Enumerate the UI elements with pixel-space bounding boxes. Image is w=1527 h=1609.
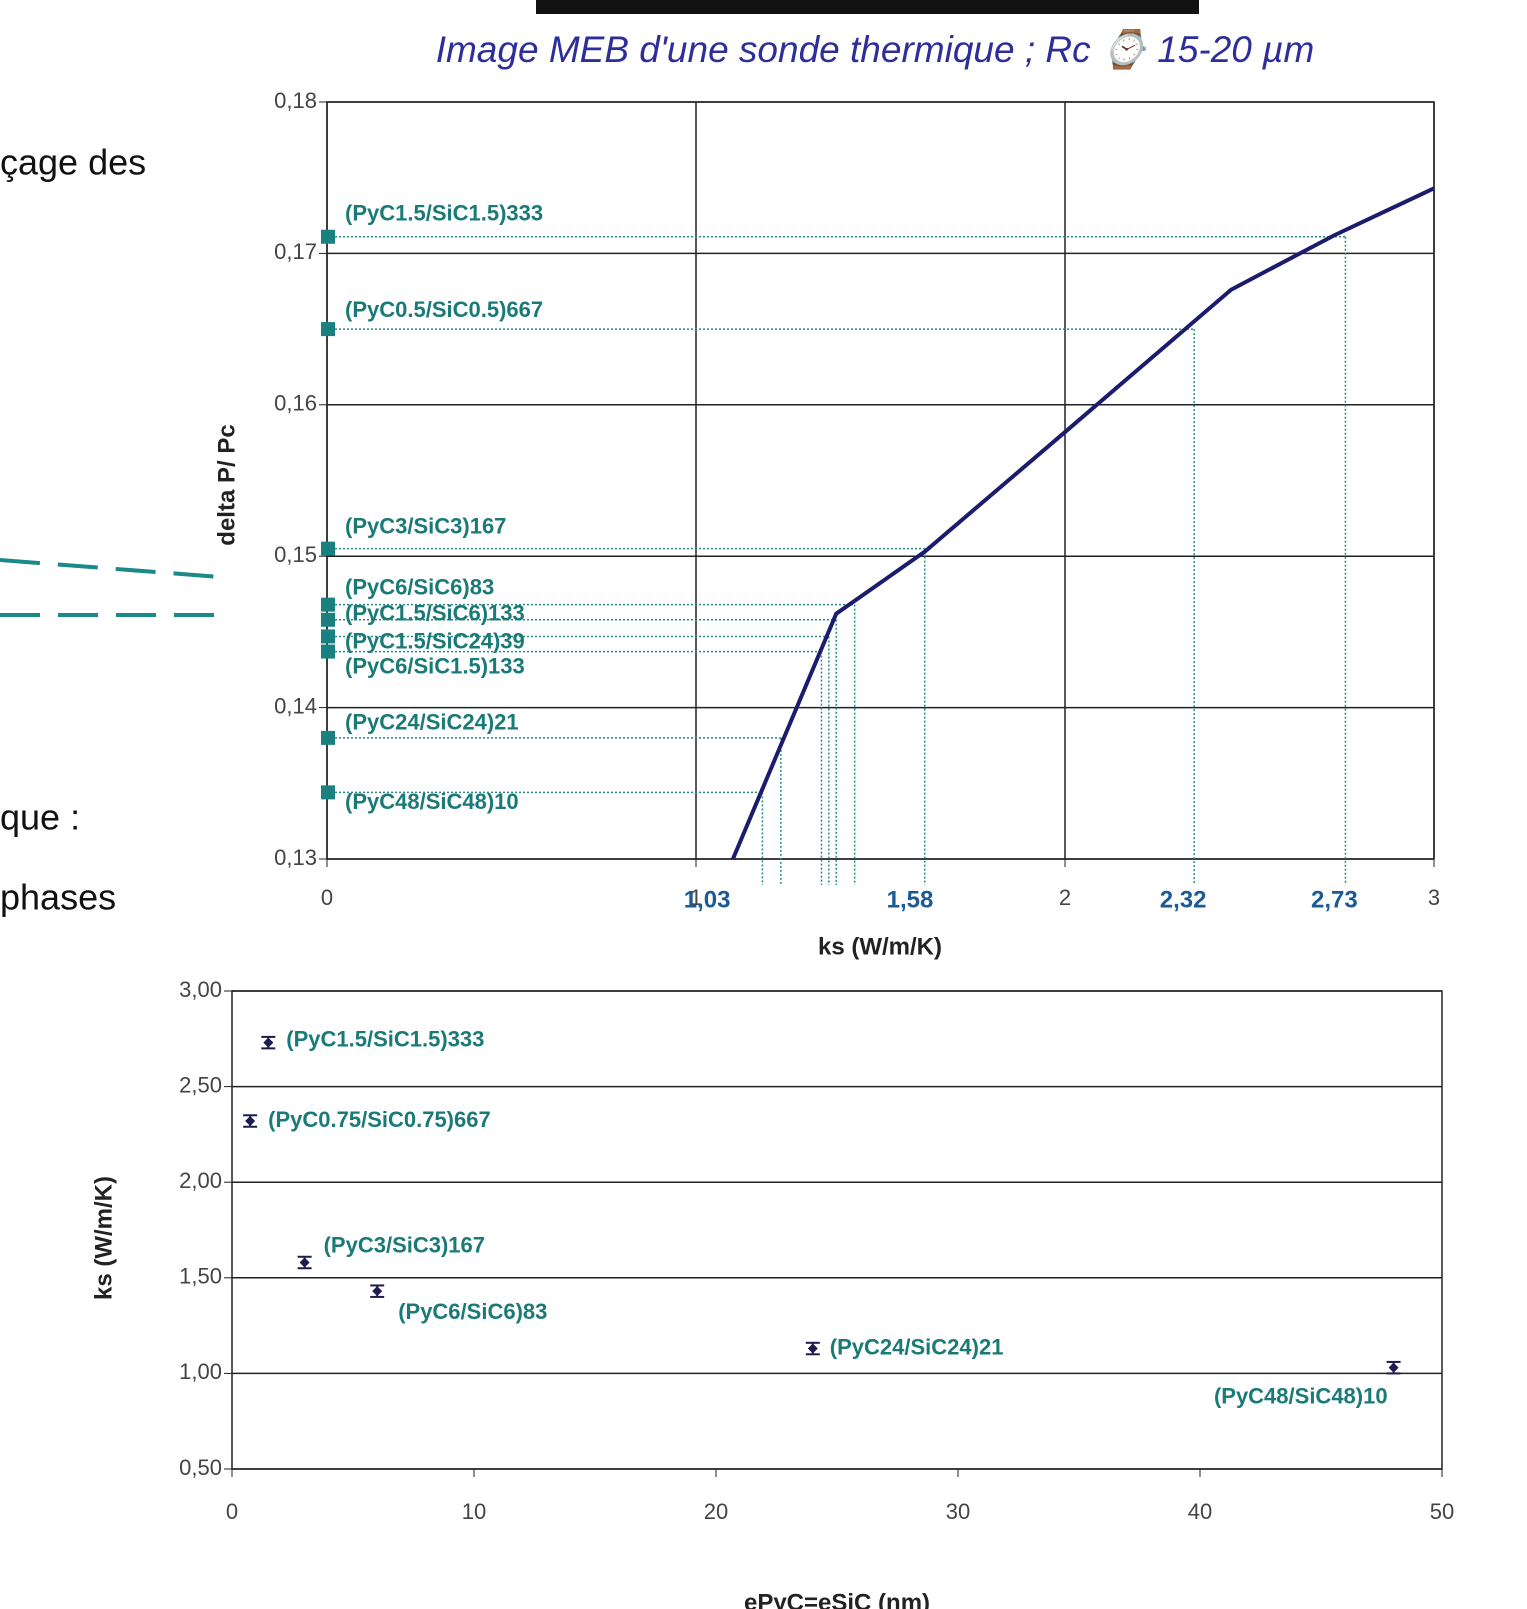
point-label: (PyC3/SiC3)167	[324, 1232, 485, 1257]
point-label: (PyC48/SiC48)10	[345, 789, 519, 814]
point-label: (PyC24/SiC24)21	[830, 1334, 1004, 1359]
y-axis-title: delta P/ Pc	[213, 424, 240, 545]
y-tick-label: 2,50	[179, 1072, 222, 1097]
y-tick-label: 0,50	[179, 1455, 222, 1480]
x-tick-label: 3	[1428, 885, 1440, 910]
marker	[300, 1258, 310, 1268]
point-label: (PyC24/SiC24)21	[345, 710, 519, 735]
point-label: (PyC6/SiC6)83	[398, 1299, 547, 1324]
point-label: (PyC1.5/SiC24)39	[345, 628, 525, 653]
point-label: (PyC0.5/SiC0.5)667	[345, 297, 543, 322]
x-tick-label: 30	[946, 1499, 970, 1524]
marker	[321, 731, 335, 745]
point-label: (PyC6/SiC1.5)133	[345, 653, 525, 678]
marker	[321, 785, 335, 799]
x-axis-title: ks (W/m/K)	[818, 933, 942, 960]
x-tick-label: 40	[1188, 1499, 1212, 1524]
y-tick-label: 0,18	[274, 88, 317, 113]
marker	[321, 598, 335, 612]
y-tick-label: 2,00	[179, 1168, 222, 1193]
marker	[321, 230, 335, 244]
marker	[321, 322, 335, 336]
image-caption: Image MEB d'une sonde thermique ; Rc ⌚ 1…	[436, 28, 1315, 71]
x-tick-label: 10	[462, 1499, 486, 1524]
point-label: (PyC6/SiC6)83	[345, 574, 494, 599]
y-tick-label: 0,15	[274, 542, 317, 567]
slide: Image MEB d'une sonde thermique ; Rc ⌚ 1…	[0, 0, 1527, 1609]
text-fragment: çage des	[0, 142, 146, 183]
x-tick-label: 0	[321, 885, 333, 910]
marker	[321, 645, 335, 659]
marker	[372, 1286, 382, 1296]
point-label: (PyC0.75/SiC0.75)667	[268, 1107, 491, 1132]
ks-annotation: 1,03	[684, 886, 731, 913]
ks-annotation: 2,73	[1311, 886, 1358, 913]
curve	[733, 188, 1434, 859]
marker	[1389, 1363, 1399, 1373]
ks-annotation: 2,32	[1160, 886, 1207, 913]
y-tick-label: 3,00	[179, 977, 222, 1002]
y-tick-label: 0,13	[274, 845, 317, 870]
point-label: (PyC1.5/SiC1.5)333	[286, 1026, 484, 1051]
y-tick-label: 1,00	[179, 1359, 222, 1384]
sem-image	[536, 0, 1199, 14]
y-tick-label: 1,50	[179, 1264, 222, 1289]
y-tick-label: 0,14	[274, 693, 317, 718]
marker	[321, 542, 335, 556]
point-label: (PyC1.5/SiC1.5)333	[345, 201, 543, 226]
marker	[245, 1116, 255, 1126]
y-tick-label: 0,16	[274, 391, 317, 416]
ks-annotation: 1,58	[887, 886, 934, 913]
marker	[321, 613, 335, 627]
marker	[808, 1344, 818, 1354]
point-label: (PyC3/SiC3)167	[345, 513, 506, 538]
point-label: (PyC48/SiC48)10	[1214, 1383, 1388, 1408]
text-fragment: que :	[0, 797, 80, 838]
y-axis-title: ks (W/m/K)	[90, 1176, 117, 1300]
x-tick-label: 0	[226, 1499, 238, 1524]
x-tick-label: 20	[704, 1499, 728, 1524]
x-tick-label: 2	[1059, 885, 1071, 910]
text-fragment: phases	[0, 877, 116, 918]
y-tick-label: 0,17	[274, 239, 317, 264]
marker	[263, 1038, 273, 1048]
marker	[321, 629, 335, 643]
point-label: (PyC1.5/SiC6)133	[345, 601, 525, 626]
x-tick-label: 50	[1430, 1499, 1454, 1524]
connector	[0, 560, 220, 577]
x-axis-title: ePyC=eSiC (nm)	[744, 1589, 930, 1609]
